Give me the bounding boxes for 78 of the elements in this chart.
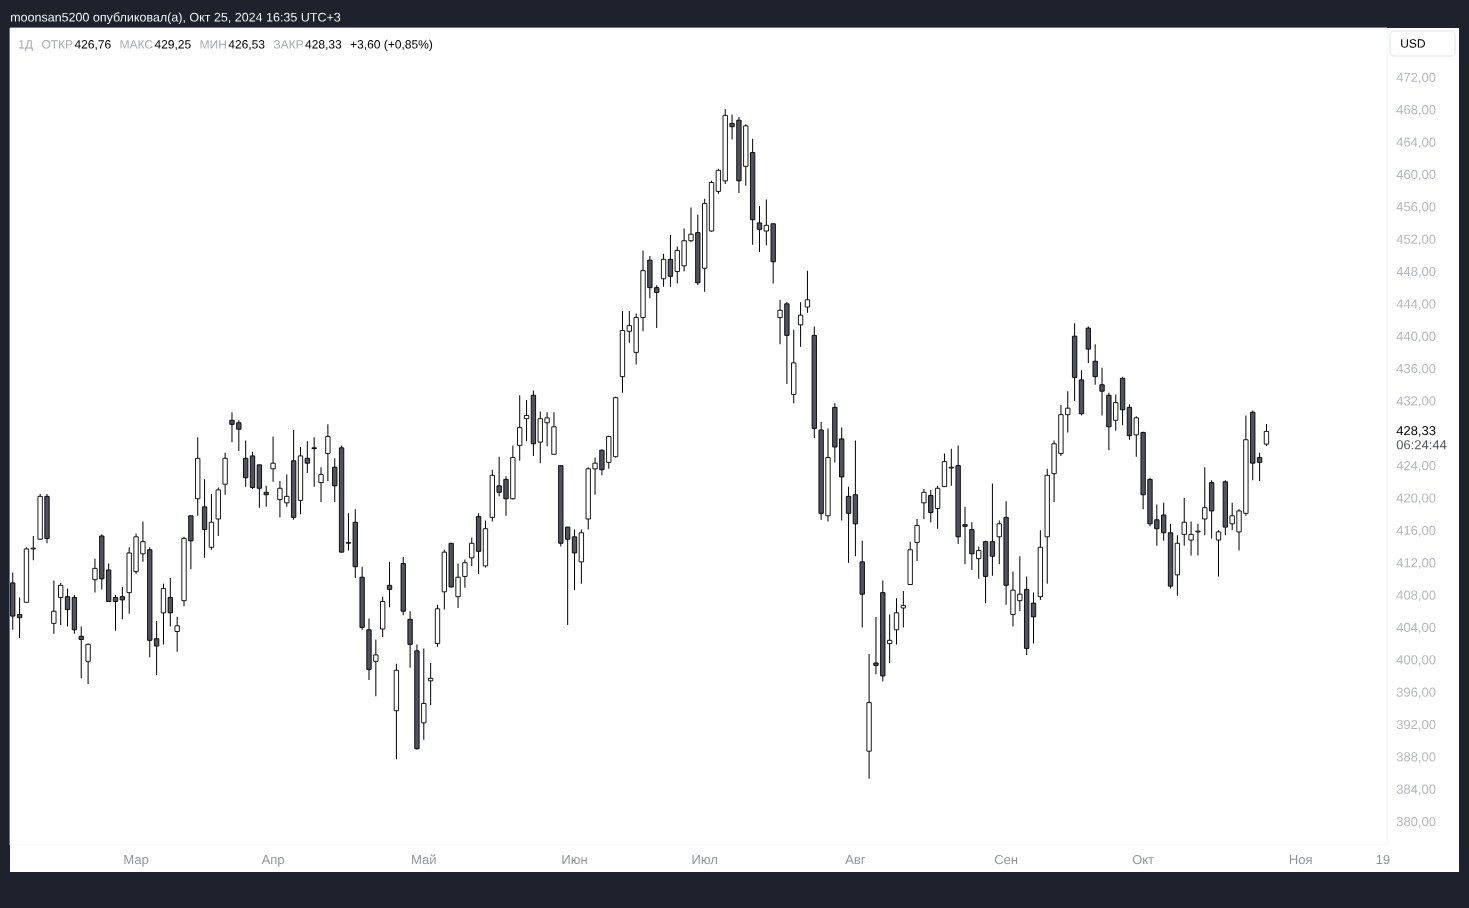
annotation: 426,76 <box>74 40 111 51</box>
candlestick <box>1215 529 1222 577</box>
x-tick-label: Июл <box>692 855 717 865</box>
candlestick <box>263 485 269 508</box>
x-tick-label: Авг <box>845 855 866 864</box>
candlestick <box>1092 343 1098 386</box>
candlestick <box>1263 423 1270 447</box>
y-tick-label: 420,00 <box>1396 493 1436 505</box>
candlestick <box>523 399 530 442</box>
text: 06:24:44 <box>1396 440 1447 450</box>
candlestick <box>893 597 900 645</box>
candlestick <box>201 478 208 559</box>
candlestick <box>660 253 667 288</box>
candlestick <box>462 558 468 589</box>
candlestick <box>386 561 393 608</box>
candlestick <box>914 518 920 562</box>
y-tick-label: 412,00 <box>1396 558 1436 569</box>
annotation: 428,33 <box>305 40 342 51</box>
y-tick-label: 416,00 <box>1396 525 1436 537</box>
y-tick-label: 468,00 <box>1396 105 1436 116</box>
y-tick-label: 380,00 <box>1396 816 1436 828</box>
candlestick <box>85 643 91 685</box>
annotation: +3,60 (+0,85%) <box>350 39 433 51</box>
x-tick-label: Мар <box>124 855 149 867</box>
y-tick-label: 408,00 <box>1396 590 1436 602</box>
candlestick <box>989 482 996 577</box>
candlestick <box>311 436 317 488</box>
candlestick <box>112 594 119 632</box>
y-tick-label: 456,00 <box>1396 202 1436 213</box>
annotation: МИН <box>200 40 226 49</box>
y-tick-label: 424,00 <box>1396 461 1436 472</box>
candlestick <box>256 464 263 509</box>
candlestick <box>78 626 84 679</box>
text: moonsan5200 опубликовал(а), Окт 25, 2024 16:35 UTC+3 <box>11 12 341 25</box>
candlestick <box>270 435 276 483</box>
x-tick-label: Ноя <box>1289 855 1312 865</box>
annotation: ОТКР <box>41 40 73 49</box>
candlestick <box>900 590 906 628</box>
candlestick <box>797 301 804 348</box>
candlestick <box>119 586 125 620</box>
y-tick-label: 436,00 <box>1396 363 1436 375</box>
annotation: 429,25 <box>154 40 191 51</box>
text: USD <box>1401 39 1425 48</box>
candlestick <box>845 486 852 564</box>
y-tick-label: 440,00 <box>1396 331 1436 343</box>
x-tick-label: 19 <box>1376 854 1390 865</box>
candlestick <box>51 579 57 635</box>
annotation: ЗАКР <box>273 40 303 49</box>
y-tick-label: 396,00 <box>1396 687 1436 699</box>
y-tick-label: 448,00 <box>1396 266 1436 278</box>
candlestick <box>1085 325 1091 364</box>
candlestick <box>804 270 811 314</box>
x-tick-label: Сен <box>994 854 1018 865</box>
y-tick-label: 452,00 <box>1396 234 1436 246</box>
text: 428,33 <box>1396 426 1436 437</box>
y-tick-label: 444,00 <box>1396 299 1436 310</box>
y-tick-label: 472,00 <box>1396 72 1436 84</box>
candlestick <box>517 394 523 462</box>
x-tick-label: Окт <box>1132 854 1154 865</box>
candlestick <box>318 466 324 503</box>
y-tick-label: 432,00 <box>1396 396 1436 408</box>
candlestick <box>174 616 180 653</box>
y-tick-label: 388,00 <box>1396 752 1436 763</box>
candlestick <box>325 423 331 482</box>
annotation: МАКС <box>120 40 153 49</box>
y-tick-label: 384,00 <box>1396 784 1436 796</box>
x-tick-label: Апр <box>261 855 285 867</box>
y-tick-label: 460,00 <box>1396 169 1436 181</box>
y-tick-label: 400,00 <box>1396 655 1436 666</box>
y-tick-label: 464,00 <box>1396 137 1436 149</box>
candlestick <box>1099 367 1105 416</box>
annotation: 426,53 <box>228 40 265 51</box>
x-tick-label: Июн <box>562 855 587 865</box>
x-tick-label: Май <box>412 854 436 865</box>
candlestick <box>1195 523 1201 556</box>
text: 1Д <box>19 40 33 51</box>
y-tick-label: 404,00 <box>1396 622 1436 634</box>
y-tick-label: 392,00 <box>1396 719 1436 731</box>
